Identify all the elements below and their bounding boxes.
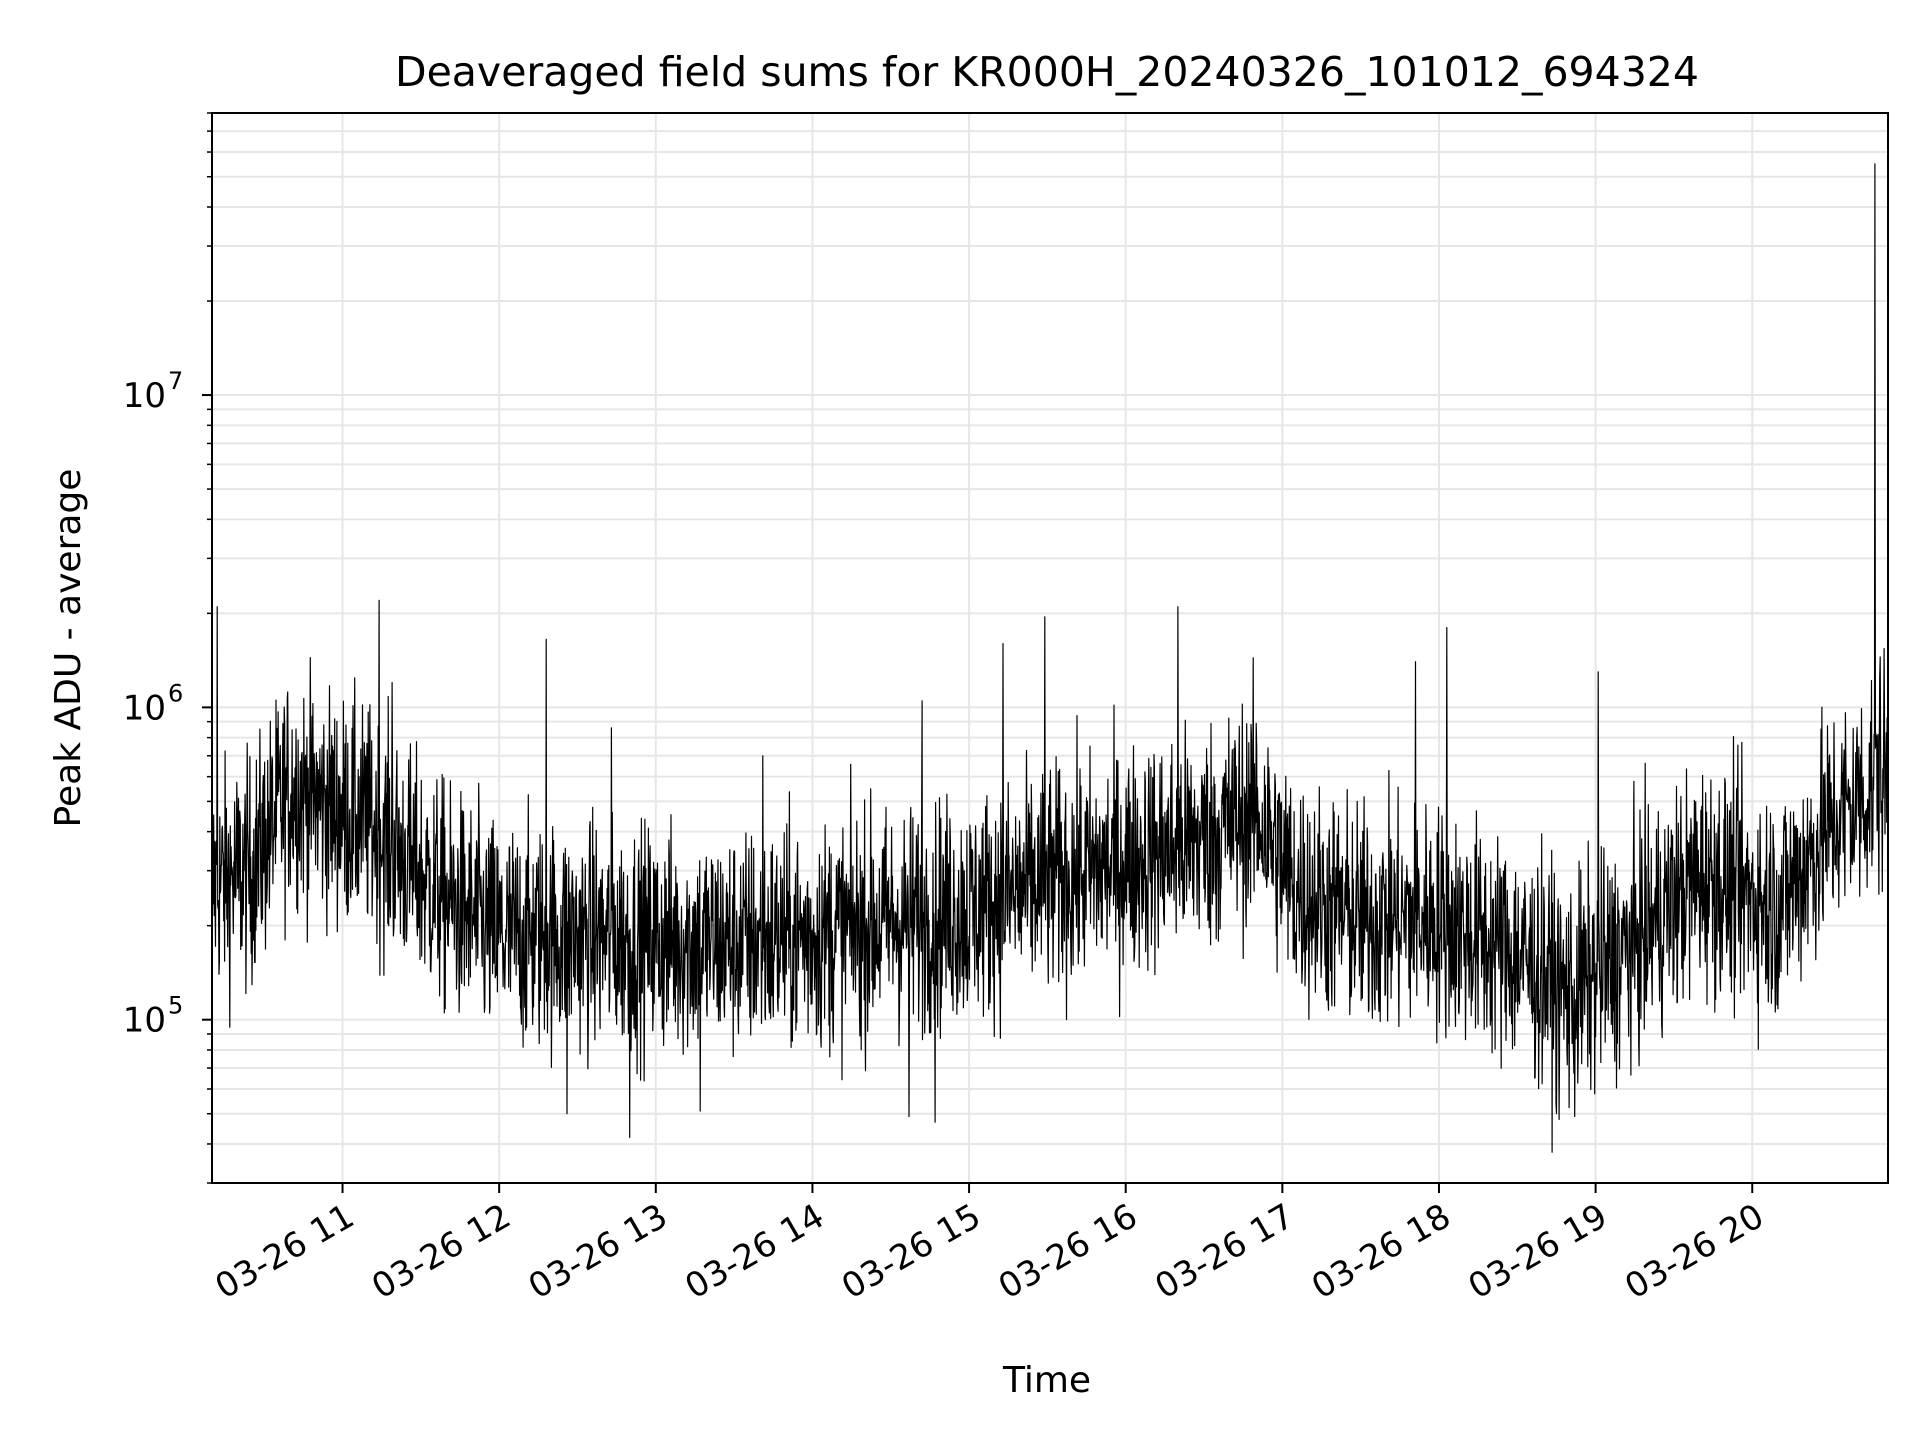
y-tick-exponent: 6 xyxy=(168,679,183,707)
x-tick-label: 03-26 20 xyxy=(1618,1196,1770,1307)
x-axis-label: Time xyxy=(1002,1360,1091,1401)
x-tick-label: 03-26 19 xyxy=(1462,1196,1614,1307)
series-line xyxy=(211,163,1889,1153)
x-tick-label: 03-26 13 xyxy=(522,1196,674,1307)
x-tick-label: 03-26 14 xyxy=(679,1196,831,1307)
data-series xyxy=(211,163,1889,1153)
x-tick-label: 03-26 12 xyxy=(365,1196,517,1307)
plot-frame xyxy=(211,112,1889,1184)
x-tick-label: 03-26 18 xyxy=(1305,1196,1457,1307)
y-axis-label: Peak ADU - average xyxy=(48,469,89,828)
x-tick-label: 03-26 17 xyxy=(1148,1196,1300,1307)
y-tick-exponent: 5 xyxy=(168,992,183,1020)
y-tick-label: 10 xyxy=(123,1001,166,1041)
y-tick-label: 10 xyxy=(123,688,166,728)
x-axis: 03-26 11 03-26 12 03-26 13 03-26 14 03-26 15… xyxy=(209,1183,1771,1307)
chart-title: Deaveraged field sums for KR000H_2024032… xyxy=(395,48,1699,96)
y-tick-label: 10 xyxy=(123,376,166,416)
grid xyxy=(212,112,1888,1184)
x-tick-label: 03-26 16 xyxy=(992,1196,1144,1307)
x-tick-label: 03-26 11 xyxy=(209,1196,361,1307)
x-tick-label: 03-26 15 xyxy=(835,1196,987,1307)
y-tick-exponent: 7 xyxy=(168,367,183,395)
